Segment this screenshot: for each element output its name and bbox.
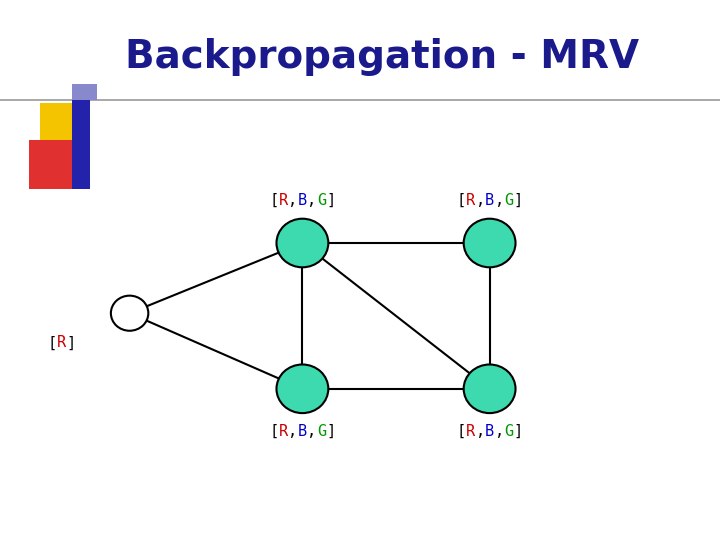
Text: [: [ xyxy=(456,193,466,208)
Polygon shape xyxy=(29,140,79,189)
Text: G: G xyxy=(504,193,513,208)
Text: ]: ] xyxy=(326,193,336,208)
Ellipse shape xyxy=(464,219,516,267)
Text: B: B xyxy=(298,193,307,208)
Text: ]: ] xyxy=(326,424,336,439)
Text: ,: , xyxy=(289,424,297,439)
Text: ]: ] xyxy=(66,335,75,350)
Text: Backpropagation - MRV: Backpropagation - MRV xyxy=(125,38,639,76)
Text: ,: , xyxy=(495,424,503,439)
Polygon shape xyxy=(40,103,83,151)
Text: R: R xyxy=(279,193,288,208)
Text: G: G xyxy=(317,424,326,439)
Text: ,: , xyxy=(289,193,297,208)
Polygon shape xyxy=(72,100,90,189)
Text: ,: , xyxy=(307,193,316,208)
Text: ,: , xyxy=(476,424,485,439)
Text: R: R xyxy=(466,193,475,208)
Text: ,: , xyxy=(476,193,485,208)
Text: [: [ xyxy=(269,193,279,208)
Text: G: G xyxy=(317,193,326,208)
Ellipse shape xyxy=(276,364,328,413)
Text: ]: ] xyxy=(513,193,523,208)
Ellipse shape xyxy=(111,296,148,330)
Ellipse shape xyxy=(276,219,328,267)
Ellipse shape xyxy=(464,364,516,413)
Text: R: R xyxy=(279,424,288,439)
Text: ]: ] xyxy=(513,424,523,439)
Text: B: B xyxy=(485,193,494,208)
Text: G: G xyxy=(504,424,513,439)
Text: R: R xyxy=(57,335,66,350)
Text: [: [ xyxy=(456,424,466,439)
Text: B: B xyxy=(298,424,307,439)
Polygon shape xyxy=(72,84,97,100)
Text: [: [ xyxy=(269,424,279,439)
Text: R: R xyxy=(466,424,475,439)
Text: [: [ xyxy=(48,335,56,350)
Text: ,: , xyxy=(307,424,316,439)
Text: B: B xyxy=(485,424,494,439)
Text: ,: , xyxy=(495,193,503,208)
